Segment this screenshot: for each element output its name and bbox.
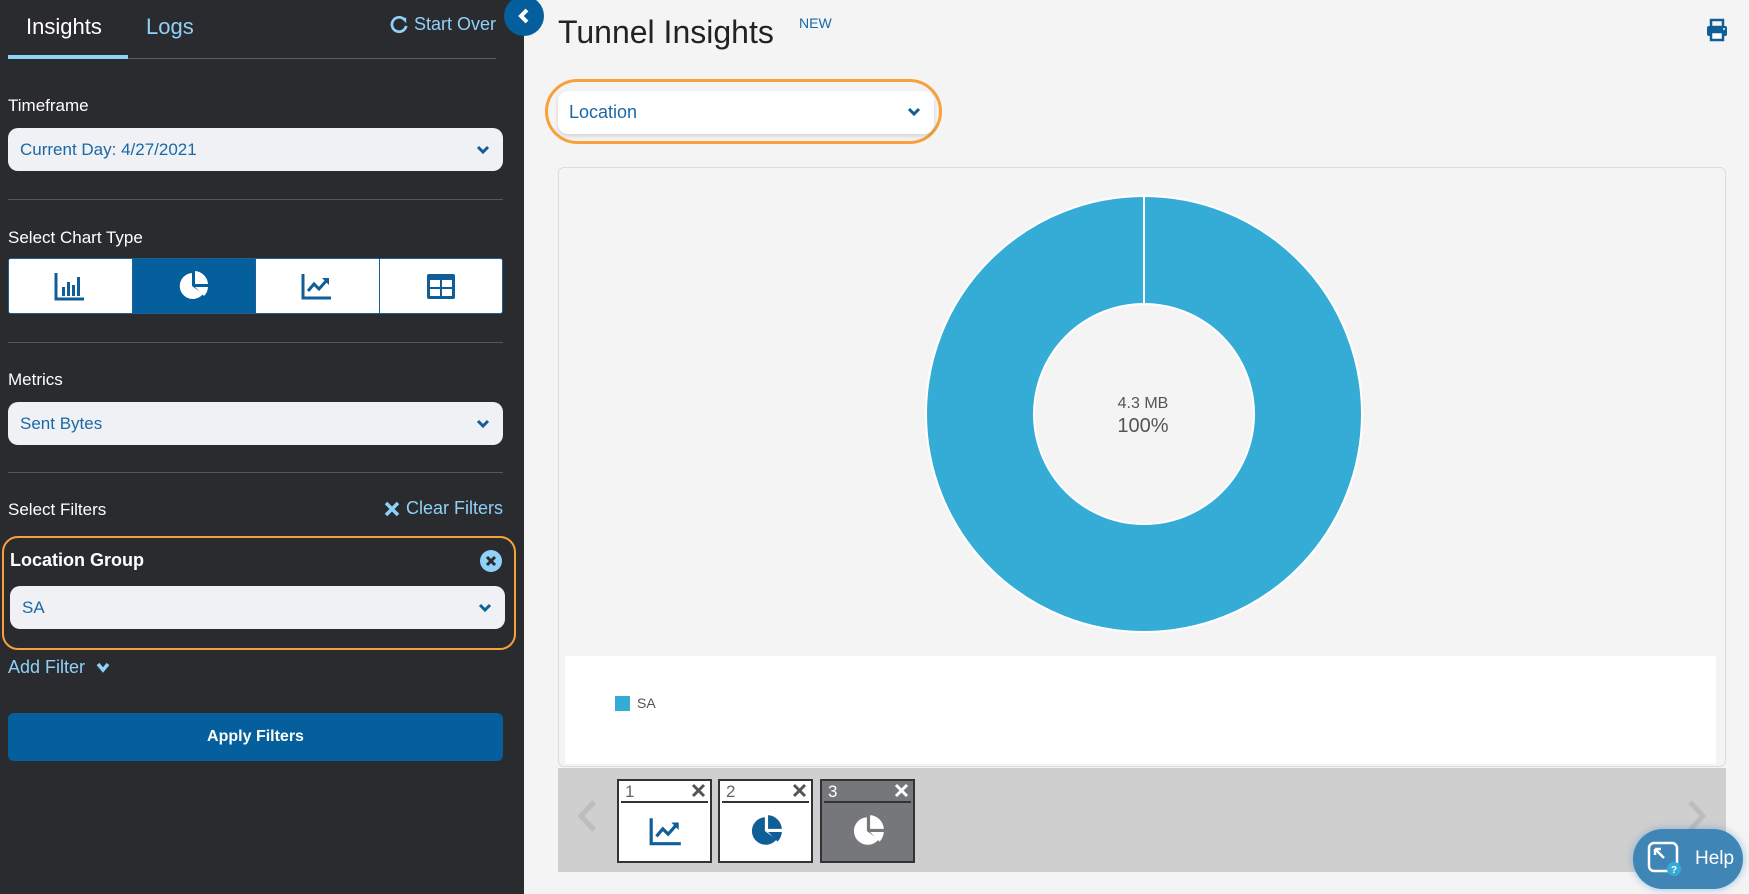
saved-chart-thumbnail-active[interactable]: 3 bbox=[820, 779, 915, 863]
group-by-highlight bbox=[545, 79, 942, 144]
chart-type-pie-button[interactable] bbox=[132, 259, 256, 313]
timeframe-label: Timeframe bbox=[8, 96, 89, 115]
saved-chart-thumbnail[interactable]: 2 bbox=[718, 779, 813, 863]
bar-chart-icon bbox=[54, 273, 85, 301]
chart-type-label: Select Chart Type bbox=[8, 228, 143, 247]
filter-location-group: Location Group SA bbox=[2, 536, 516, 650]
metrics-value: Sent Bytes bbox=[20, 413, 103, 433]
saved-charts-strip: 1 2 3 bbox=[558, 768, 1726, 872]
metrics-label: Metrics bbox=[8, 370, 63, 389]
line-chart-icon bbox=[301, 274, 332, 300]
pie-chart-icon bbox=[853, 815, 884, 845]
chart-type-group bbox=[8, 258, 503, 314]
apply-filters-button[interactable]: Apply Filters bbox=[8, 713, 503, 761]
chart-type-table-button[interactable] bbox=[379, 259, 502, 313]
group-by-select[interactable]: Location bbox=[558, 91, 934, 134]
metrics-select[interactable]: Sent Bytes bbox=[8, 402, 503, 445]
tab-logs[interactable]: Logs bbox=[146, 14, 194, 39]
clear-filters-label: Clear Filters bbox=[405, 498, 503, 518]
chevron-left-icon bbox=[518, 8, 529, 24]
help-label: Help bbox=[1695, 848, 1735, 869]
legend-item-sa[interactable]: SA bbox=[615, 695, 656, 711]
svg-text:?: ? bbox=[1671, 865, 1677, 876]
clear-filters-button[interactable]: Clear Filters bbox=[384, 498, 503, 519]
help-button[interactable]: ? Help bbox=[1633, 829, 1743, 889]
select-filters-label: Select Filters bbox=[8, 500, 107, 519]
timeframe-select[interactable]: Current Day: 4/27/2021 bbox=[8, 128, 503, 171]
pie-chart-icon bbox=[751, 815, 782, 845]
divider bbox=[8, 342, 503, 343]
close-icon[interactable] bbox=[894, 783, 909, 798]
new-badge: NEW bbox=[799, 15, 832, 31]
chevron-down-icon bbox=[907, 107, 921, 117]
location-group-value: SA bbox=[22, 597, 45, 617]
help-icon: ? bbox=[1647, 841, 1681, 876]
close-icon[interactable] bbox=[792, 783, 807, 798]
tab-insights[interactable]: Insights bbox=[26, 14, 102, 39]
thumbnail-number: 3 bbox=[828, 782, 838, 801]
chevron-right-icon[interactable] bbox=[1686, 798, 1708, 834]
divider bbox=[8, 472, 503, 473]
donut-chart[interactable] bbox=[924, 194, 1364, 634]
chevron-left-icon[interactable] bbox=[576, 798, 598, 834]
add-filter-button[interactable]: Add Filter bbox=[8, 657, 111, 678]
donut-total-value: 4.3 MB bbox=[1117, 395, 1169, 412]
chevron-down-icon bbox=[476, 145, 490, 155]
thumbnail-number: 1 bbox=[625, 782, 635, 801]
timeframe-value: Current Day: 4/27/2021 bbox=[20, 139, 197, 159]
refresh-icon bbox=[390, 15, 408, 33]
location-group-select[interactable]: SA bbox=[10, 586, 505, 629]
sidebar-tabs: Insights Logs Start Over bbox=[8, 0, 496, 59]
pie-chart-icon bbox=[179, 271, 208, 299]
donut-percent: 100% bbox=[1117, 415, 1169, 437]
thumbnail-number: 2 bbox=[726, 782, 736, 801]
print-icon[interactable] bbox=[1705, 18, 1729, 42]
chevron-down-icon bbox=[476, 419, 490, 429]
saved-chart-thumbnail[interactable]: 1 bbox=[617, 779, 712, 863]
add-filter-label: Add Filter bbox=[8, 657, 86, 677]
remove-filter-icon[interactable] bbox=[480, 550, 502, 572]
active-tab-indicator bbox=[8, 55, 128, 59]
donut-center-label: 4.3 MB 100% bbox=[1043, 395, 1243, 438]
chart-legend: SA bbox=[565, 656, 1716, 764]
chart-type-bar-button[interactable] bbox=[9, 259, 133, 313]
chevron-down-icon bbox=[96, 662, 110, 673]
legend-label: SA bbox=[637, 695, 656, 711]
close-icon bbox=[384, 501, 400, 516]
group-by-value: Location bbox=[569, 102, 638, 122]
filter-label: Location Group bbox=[10, 550, 144, 570]
legend-swatch bbox=[615, 695, 630, 711]
chart-type-line-button[interactable] bbox=[256, 259, 380, 313]
table-icon bbox=[426, 274, 455, 299]
page-title: Tunnel Insights bbox=[558, 14, 774, 50]
collapse-sidebar-button[interactable] bbox=[504, 0, 544, 36]
divider bbox=[8, 199, 503, 200]
sidebar: Insights Logs Start Over Timeframe Curre… bbox=[0, 0, 524, 894]
close-icon[interactable] bbox=[691, 783, 706, 798]
start-over-button[interactable]: Start Over bbox=[390, 14, 496, 35]
start-over-label: Start Over bbox=[413, 14, 496, 34]
line-chart-icon bbox=[649, 818, 681, 846]
chevron-down-icon bbox=[478, 603, 492, 613]
